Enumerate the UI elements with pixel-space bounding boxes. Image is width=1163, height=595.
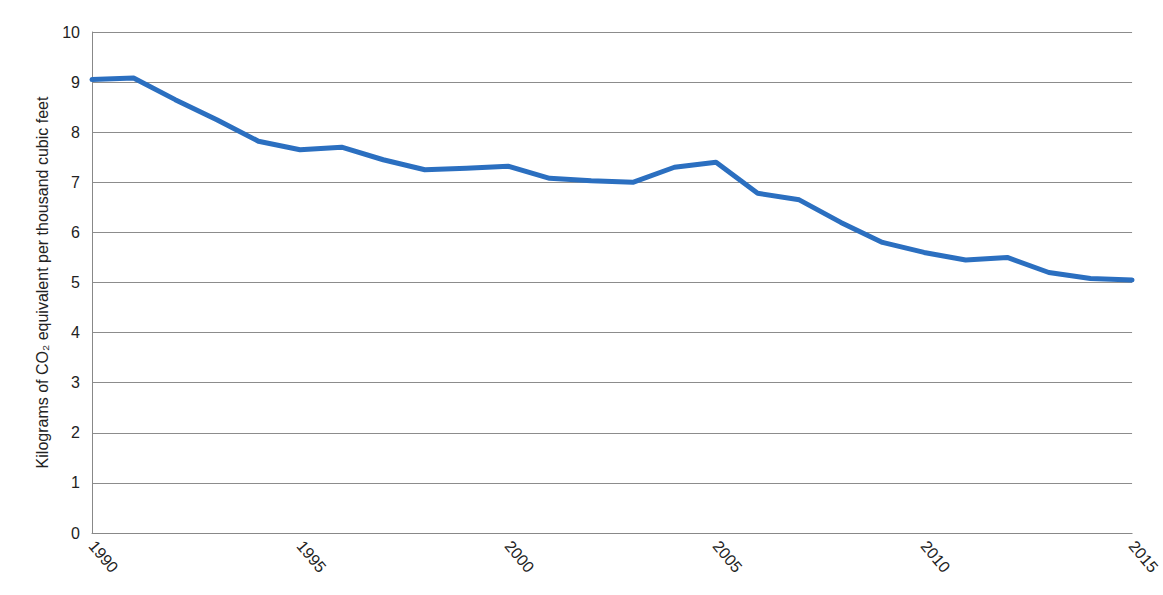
svg-text:2010: 2010 [918,538,954,576]
svg-text:2000: 2000 [502,538,538,576]
svg-text:4: 4 [71,324,80,341]
svg-text:8: 8 [71,124,80,141]
svg-text:7: 7 [71,174,80,191]
svg-text:2005: 2005 [710,538,746,576]
svg-text:1995: 1995 [294,538,330,576]
svg-text:2015: 2015 [1126,538,1162,576]
svg-text:6: 6 [71,224,80,241]
svg-text:1: 1 [71,474,80,491]
svg-text:3: 3 [71,374,80,391]
svg-text:10: 10 [62,24,80,41]
svg-text:9: 9 [71,74,80,91]
svg-text:Kilograms of CO₂ equivalent pe: Kilograms of CO₂ equivalent per thousand… [34,96,51,468]
svg-text:0: 0 [71,525,80,542]
svg-text:5: 5 [71,274,80,291]
svg-text:2: 2 [71,424,80,441]
svg-text:1990: 1990 [85,538,121,576]
